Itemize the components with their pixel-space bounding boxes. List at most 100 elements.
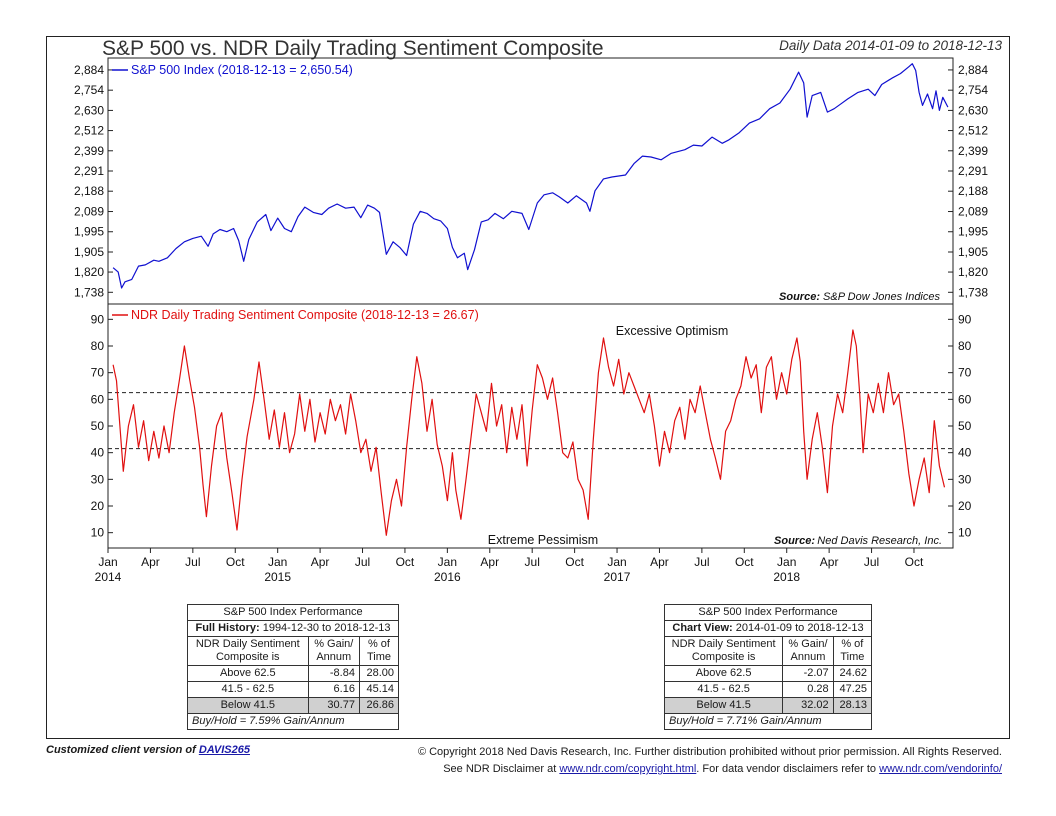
copyright-link[interactable]: www.ndr.com/copyright.html	[559, 763, 697, 775]
time-cell: 28.13	[832, 697, 873, 714]
y-tick-label-right: 80	[958, 339, 972, 353]
y-tick-label-right: 2,512	[958, 124, 988, 138]
y-tick-label-left: 1,995	[74, 225, 104, 239]
table-range: Full History: 1994-12-30 to 2018-12-13	[187, 620, 399, 637]
chart-frame	[46, 36, 1010, 739]
x-tick-label: Apr	[141, 555, 160, 569]
col-header-line: % Gain/	[314, 638, 354, 650]
table-row: 41.5 - 62.5 6.16 45.14	[187, 681, 400, 698]
y-tick-label-left: 50	[91, 419, 105, 433]
footer-client-version: Customized client version of DAVIS265	[46, 744, 250, 756]
col-header-line: % Gain/	[788, 638, 828, 650]
gain-cell: 6.16	[307, 681, 360, 698]
y-tick-label-left: 2,291	[74, 164, 104, 178]
y-tick-label-right: 1,820	[958, 265, 988, 279]
disclaimer-prefix: See NDR Disclaimer at	[443, 763, 557, 775]
y-tick-label-left: 70	[91, 366, 105, 380]
col-header-time: % of Time	[832, 636, 873, 666]
excessive-optimism-label: Excessive Optimism	[616, 324, 729, 338]
gain-cell: 30.77	[307, 697, 360, 714]
col-header-gain: % Gain/Annum	[307, 636, 360, 666]
y-tick-label-left: 10	[91, 526, 105, 540]
col-header-line: % of	[841, 638, 864, 650]
x-tick-label: Oct	[565, 555, 584, 569]
table-title: S&P 500 Index Performance	[187, 604, 399, 621]
gain-cell: 32.02	[782, 697, 834, 714]
y-tick-label-right: 2,884	[958, 63, 988, 77]
y-tick-label-left: 1,738	[74, 285, 104, 299]
y-tick-label-left: 1,820	[74, 265, 104, 279]
col-header-line: Annum	[316, 651, 352, 663]
spx-source-label: Source:	[779, 291, 820, 303]
y-tick-label-right: 2,291	[958, 164, 988, 178]
row-label: Above 62.5	[663, 665, 784, 682]
time-cell: 28.00	[358, 665, 400, 682]
time-cell: 24.62	[832, 665, 873, 682]
y-tick-label-right: 2,754	[958, 83, 988, 97]
x-year-label: 2014	[95, 570, 122, 584]
col-header-sentiment: NDR Daily Sentiment Composite is	[187, 636, 309, 666]
x-tick-label: Jan	[777, 555, 796, 569]
table-footer: Buy/Hold = 7.71% Gain/Annum	[664, 713, 872, 730]
performance-table-chart-view: S&P 500 Index Performance Chart View: 20…	[663, 604, 873, 730]
spx-legend-label: S&P 500 Index (2018-12-13 = 2,650.54)	[131, 63, 353, 77]
y-tick-label-left: 2,089	[74, 205, 104, 219]
spx-source-name: S&P Dow Jones Indices	[823, 291, 940, 303]
footer-client-text: Customized client version of	[46, 744, 196, 756]
x-tick-label: Jul	[864, 555, 879, 569]
row-label: Below 41.5	[187, 697, 309, 714]
gain-cell: -8.84	[307, 665, 360, 682]
table-range: Chart View: 2014-01-09 to 2018-12-13	[664, 620, 872, 637]
col-header-sentiment: NDR Daily Sentiment Composite is	[663, 636, 784, 666]
chart-canvas: 2,884 2,884 2,754 2,754 2,630 2,630 2,512 2,512…	[74, 57, 988, 584]
table-footer: Buy/Hold = 7.59% Gain/Annum	[187, 713, 399, 730]
footer-copyright-block: © Copyright 2018 Ned Davis Research, Inc…	[380, 744, 1002, 778]
page-title: S&P 500 vs. NDR Daily Trading Sentiment …	[102, 37, 604, 60]
x-year-label: 2016	[434, 570, 461, 584]
x-tick-label: Jul	[694, 555, 709, 569]
col-header-line: Time	[366, 651, 391, 663]
x-year-label: 2017	[604, 570, 631, 584]
davis265-link[interactable]: DAVIS265	[198, 744, 250, 756]
x-tick-label: Jul	[185, 555, 200, 569]
x-tick-label: Apr	[480, 555, 499, 569]
time-cell: 26.86	[358, 697, 400, 714]
y-tick-label-left: 1,905	[74, 245, 104, 259]
sentiment-source-label: Source:	[774, 535, 815, 547]
x-tick-label: Jan	[438, 555, 457, 569]
table-row-highlighted: Below 41.5 32.02 28.13	[663, 697, 873, 714]
x-tick-label: Oct	[396, 555, 415, 569]
x-tick-label: Jan	[607, 555, 626, 569]
x-tick-label: Jan	[268, 555, 287, 569]
x-tick-label: Jul	[525, 555, 540, 569]
y-tick-label-left: 2,399	[74, 144, 104, 158]
y-tick-label-left: 2,630	[74, 103, 104, 117]
sentiment-legend-label: NDR Daily Trading Sentiment Composite (2…	[131, 308, 479, 322]
date-range-subtitle: Daily Data 2014-01-09 to 2018-12-13	[779, 38, 1002, 53]
x-tick-label: Apr	[650, 555, 669, 569]
col-header-line: Annum	[790, 651, 826, 663]
x-tick-label: Jan	[98, 555, 117, 569]
performance-table-full-history: S&P 500 Index Performance Full History: …	[187, 604, 400, 730]
disclaimer-middle: . For data vendor disclaimers refer to	[696, 763, 877, 775]
x-tick-label: Jul	[355, 555, 370, 569]
y-tick-label-right: 1,905	[958, 245, 988, 259]
y-tick-label-right: 10	[958, 526, 972, 540]
x-tick-label: Apr	[820, 555, 839, 569]
table-row: 41.5 - 62.5 0.28 47.25	[663, 681, 873, 698]
table-range-value: 2014-01-09 to 2018-12-13	[735, 622, 864, 634]
y-tick-label-right: 2,089	[958, 205, 988, 219]
copyright-text: © Copyright 2018 Ned Davis Research, Inc…	[417, 746, 1002, 758]
col-header-line: Composite is	[691, 651, 756, 663]
time-cell: 47.25	[832, 681, 873, 698]
sentiment-source-name: Ned Davis Research, Inc.	[817, 535, 942, 547]
table-range-label: Full History:	[195, 622, 260, 634]
table-range-value: 1994-12-30 to 2018-12-13	[262, 622, 391, 634]
y-tick-label-right: 30	[958, 472, 972, 486]
gain-cell: 0.28	[782, 681, 834, 698]
table-range-label: Chart View:	[672, 622, 733, 634]
x-tick-label: Oct	[735, 555, 754, 569]
y-tick-label-right: 2,188	[958, 184, 988, 198]
vendor-info-link[interactable]: www.ndr.com/vendorinfo/	[879, 763, 1002, 775]
y-tick-label-left: 2,754	[74, 83, 104, 97]
